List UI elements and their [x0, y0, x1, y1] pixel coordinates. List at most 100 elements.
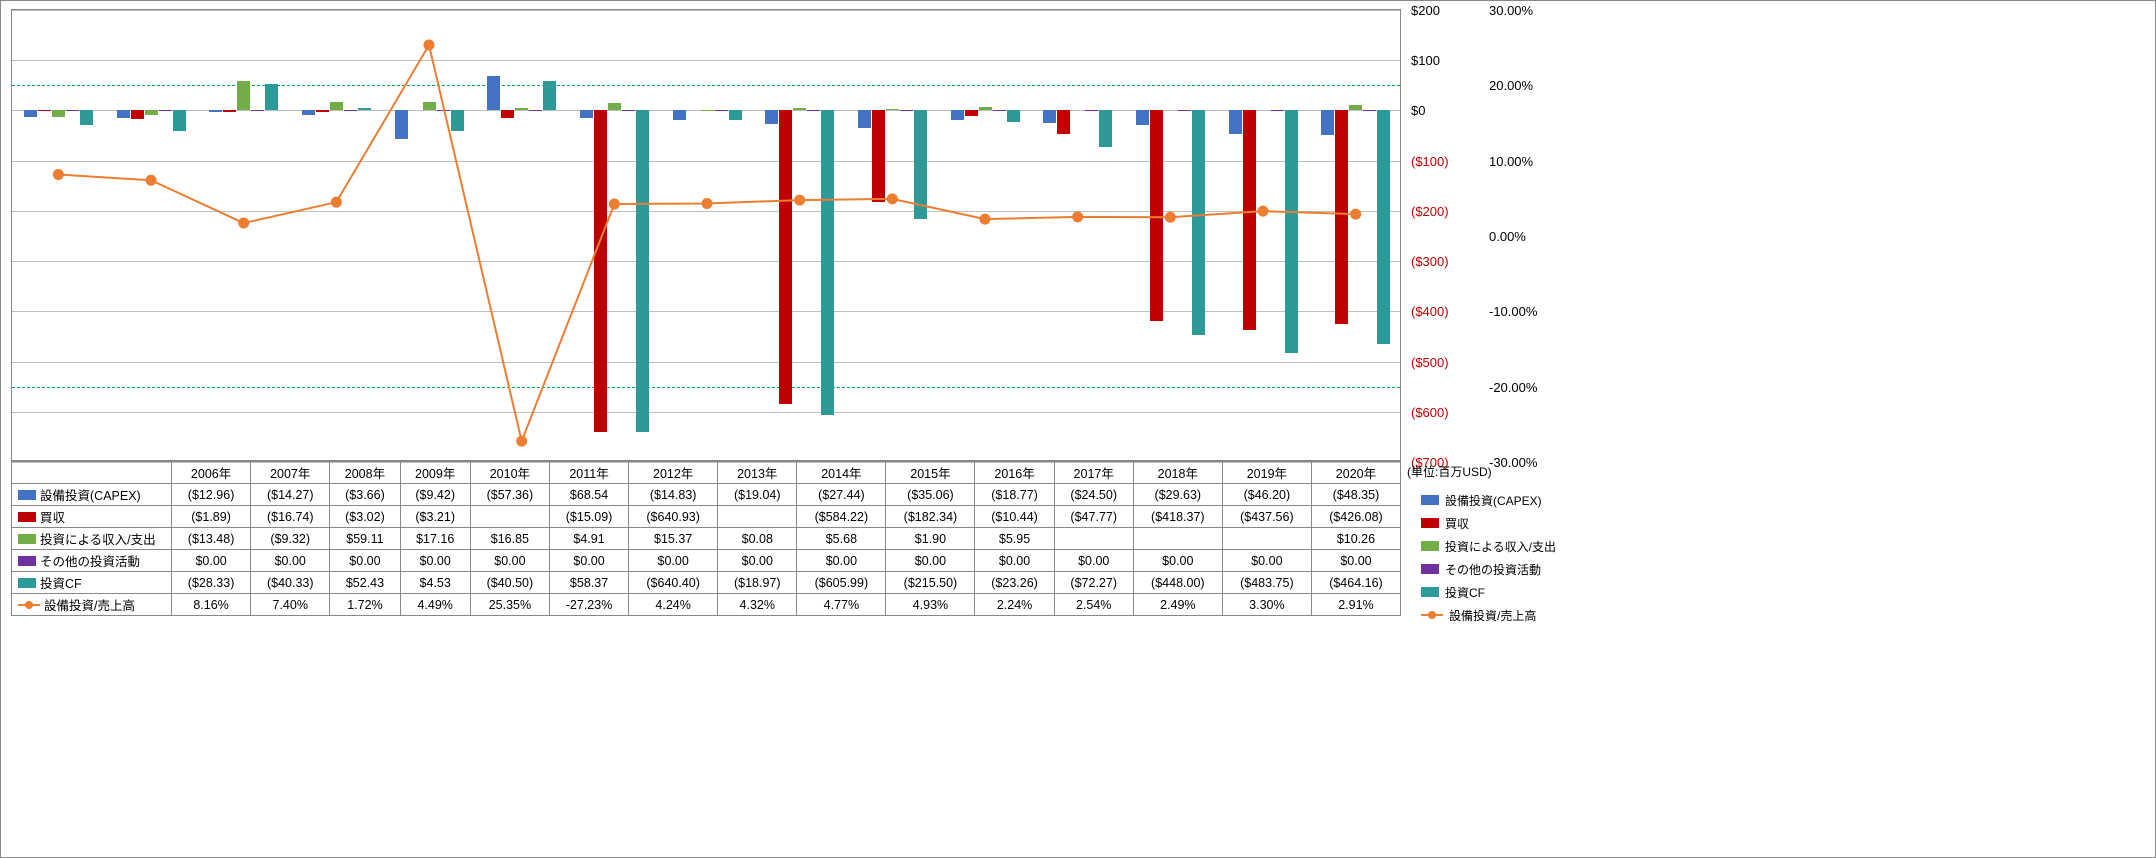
year-header: 2019年 [1222, 462, 1311, 484]
cell: 4.93% [886, 594, 975, 616]
cell: ($448.00) [1133, 572, 1222, 594]
year-header: 2008年 [330, 462, 400, 484]
cell: ($48.35) [1311, 484, 1400, 506]
cell: $17.16 [400, 528, 470, 550]
cell: 25.35% [470, 594, 549, 616]
y1-tick: ($200) [1411, 204, 1449, 219]
cell: 4.49% [400, 594, 470, 616]
y2-tick: -30.00% [1489, 455, 1537, 470]
y2-tick: -10.00% [1489, 304, 1537, 319]
cell: $0.00 [172, 550, 251, 572]
cell: ($437.56) [1222, 506, 1311, 528]
cell: $5.68 [797, 528, 886, 550]
y1-tick: ($400) [1411, 304, 1449, 319]
cell: ($640.40) [629, 572, 718, 594]
cell: ($9.42) [400, 484, 470, 506]
cell: ($14.83) [629, 484, 718, 506]
cell: ($72.27) [1054, 572, 1133, 594]
cell: ($182.34) [886, 506, 975, 528]
cell: ($19.04) [718, 484, 797, 506]
year-header: 2017年 [1054, 462, 1133, 484]
year-header: 2006年 [172, 462, 251, 484]
cell: $1.90 [886, 528, 975, 550]
row-label-cf: 投資CF [12, 572, 172, 594]
row-label-invio: 投資による収入/支出 [12, 528, 172, 550]
cell: ($3.21) [400, 506, 470, 528]
cell: $0.00 [400, 550, 470, 572]
cell: 4.77% [797, 594, 886, 616]
year-header: 2015年 [886, 462, 975, 484]
row-label-capex: 設備投資(CAPEX) [12, 484, 172, 506]
cell: ($426.08) [1311, 506, 1400, 528]
cell: -27.23% [549, 594, 628, 616]
cell: 2.49% [1133, 594, 1222, 616]
y1-tick: $100 [1411, 53, 1440, 68]
cell: ($29.63) [1133, 484, 1222, 506]
cell: $16.85 [470, 528, 549, 550]
cell [718, 506, 797, 528]
year-header: 2016年 [975, 462, 1054, 484]
cell: ($46.20) [1222, 484, 1311, 506]
year-header: 2007年 [251, 462, 330, 484]
cell: $0.00 [470, 550, 549, 572]
cell: ($640.93) [629, 506, 718, 528]
legend-item-invio: 投資による収入/支出 [1421, 537, 1556, 555]
y2-tick: 30.00% [1489, 3, 1533, 18]
y2-tick: 20.00% [1489, 78, 1533, 93]
cell: 4.24% [629, 594, 718, 616]
cell: 4.32% [718, 594, 797, 616]
cell: $5.95 [975, 528, 1054, 550]
cell: 7.40% [251, 594, 330, 616]
y1-tick: $200 [1411, 3, 1440, 18]
cell: ($3.02) [330, 506, 400, 528]
cell: ($15.09) [549, 506, 628, 528]
cell: ($40.50) [470, 572, 549, 594]
y2-tick: 10.00% [1489, 154, 1533, 169]
cell: $68.54 [549, 484, 628, 506]
cell: 2.54% [1054, 594, 1133, 616]
cell: ($1.89) [172, 506, 251, 528]
year-header: 2009年 [400, 462, 470, 484]
cell: ($28.33) [172, 572, 251, 594]
cell: $0.00 [886, 550, 975, 572]
cell: ($16.74) [251, 506, 330, 528]
cell: ($47.77) [1054, 506, 1133, 528]
cell: ($3.66) [330, 484, 400, 506]
y2-tick: -20.00% [1489, 380, 1537, 395]
cell: $0.00 [1054, 550, 1133, 572]
cell [1222, 528, 1311, 550]
legend-item-cf: 投資CF [1421, 583, 1556, 601]
cell: $52.43 [330, 572, 400, 594]
cell: ($14.27) [251, 484, 330, 506]
cell: $58.37 [549, 572, 628, 594]
data-table: 2006年2007年2008年2009年2010年2011年2012年2013年… [11, 461, 1401, 616]
cell: $0.00 [330, 550, 400, 572]
y1-tick: ($100) [1411, 154, 1449, 169]
cell: 2.91% [1311, 594, 1400, 616]
y1-tick: $0 [1411, 103, 1425, 118]
year-header: 2020年 [1311, 462, 1400, 484]
cell: ($23.26) [975, 572, 1054, 594]
line-overlay [12, 10, 1402, 462]
year-header: 2014年 [797, 462, 886, 484]
cell: ($40.33) [251, 572, 330, 594]
cell [470, 506, 549, 528]
row-label-ratio: 設備投資/売上高 [12, 594, 172, 616]
cell: $0.00 [629, 550, 718, 572]
cell: ($215.50) [886, 572, 975, 594]
y1-tick: ($300) [1411, 254, 1449, 269]
y1-tick: ($600) [1411, 405, 1449, 420]
cell: $0.00 [718, 550, 797, 572]
cell: $4.91 [549, 528, 628, 550]
legend: 設備投資(CAPEX)買収投資による収入/支出その他の投資活動投資CF設備投資/… [1421, 491, 1556, 629]
unit-label: (単位:百万USD) [1407, 463, 1492, 480]
cell: ($13.48) [172, 528, 251, 550]
cell: ($605.99) [797, 572, 886, 594]
plot-area [11, 9, 1401, 461]
legend-item-acq: 買収 [1421, 514, 1556, 532]
cell: 2.24% [975, 594, 1054, 616]
cell: $0.00 [549, 550, 628, 572]
cell: $59.11 [330, 528, 400, 550]
cell: $10.26 [1311, 528, 1400, 550]
cell [1054, 528, 1133, 550]
